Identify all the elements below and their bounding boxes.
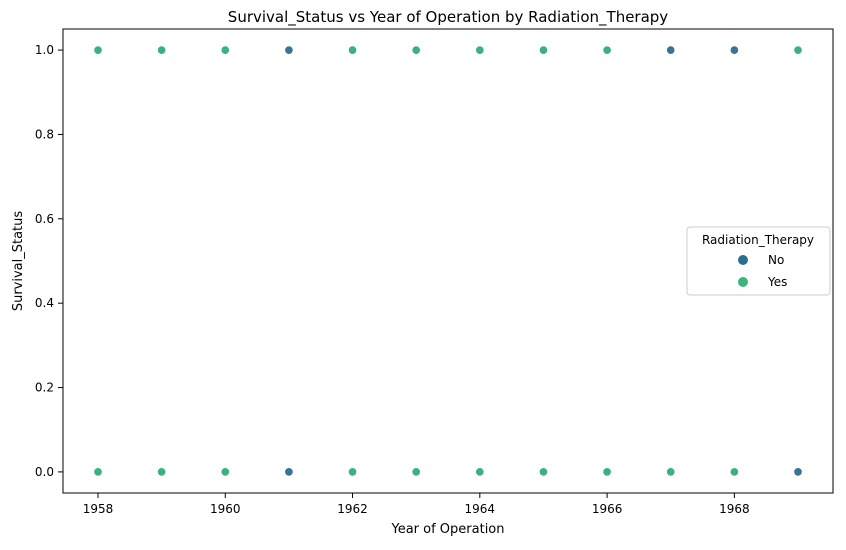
data-point-yes: [729, 467, 739, 477]
data-point-yes: [93, 45, 103, 55]
data-point-no: [666, 45, 676, 55]
y-axis-ticks: 0.0 0.2 0.4 0.6 0.8 1.0: [35, 43, 63, 479]
data-point-yes: [347, 45, 358, 55]
data-point-yes: [220, 467, 230, 477]
data-point-no: [729, 45, 739, 55]
data-points: [93, 45, 803, 477]
y-tick-label: 0.6: [35, 212, 54, 226]
data-point-yes: [157, 467, 167, 477]
data-point-yes: [347, 467, 358, 477]
chart-title: Survival_Status vs Year of Operation by …: [228, 8, 669, 27]
legend-marker-yes: [738, 277, 748, 287]
legend-marker-no: [738, 255, 748, 265]
y-tick-label: 1.0: [35, 43, 54, 57]
y-tick-label: 0.4: [35, 296, 54, 310]
x-tick-label: 1958: [83, 502, 114, 516]
data-point-no: [793, 467, 803, 477]
y-tick-label: 0.0: [35, 465, 54, 479]
x-tick-label: 1960: [210, 502, 241, 516]
data-point-yes: [157, 45, 167, 55]
data-point-yes: [538, 467, 549, 477]
x-tick-label: 1962: [337, 502, 368, 516]
plot-frame: [62, 28, 834, 494]
x-tick-label: 1966: [592, 502, 623, 516]
x-axis-ticks: 1958 1960 1962 1964 1966 1968: [83, 493, 750, 516]
data-point-yes: [602, 45, 612, 55]
legend-title: Radiation_Therapy: [702, 233, 814, 247]
y-tick-label: 0.8: [35, 127, 54, 141]
legend-box: [686, 226, 831, 296]
legend: Radiation_Therapy No Yes: [686, 226, 831, 296]
data-point-yes: [411, 467, 421, 477]
x-tick-label: 1964: [465, 502, 496, 516]
data-point-yes: [220, 45, 230, 55]
data-point-yes: [793, 45, 803, 55]
data-point-yes: [93, 467, 103, 477]
x-axis-label: Year of Operation: [390, 522, 504, 537]
data-point-yes: [475, 467, 485, 477]
y-tick-label: 0.2: [35, 381, 54, 395]
x-tick-label: 1968: [719, 502, 750, 516]
data-point-no: [284, 467, 294, 477]
y-axis-label: Survival_Status: [11, 211, 26, 312]
data-point-yes: [475, 45, 485, 55]
data-point-no: [284, 45, 294, 55]
data-point-yes: [538, 45, 549, 55]
legend-label-no: No: [768, 253, 784, 267]
legend-label-yes: Yes: [767, 275, 787, 289]
data-point-yes: [666, 467, 676, 477]
data-point-yes: [602, 467, 612, 477]
data-point-yes: [411, 45, 421, 55]
